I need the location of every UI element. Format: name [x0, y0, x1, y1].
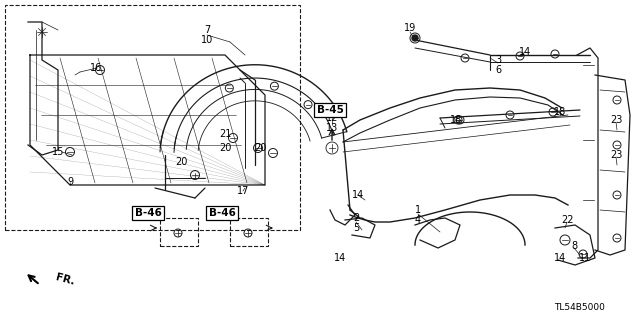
- Text: 2: 2: [353, 213, 359, 223]
- Text: B-45: B-45: [317, 105, 344, 115]
- Text: 16: 16: [90, 63, 102, 73]
- Text: B-46: B-46: [134, 208, 161, 218]
- Text: 12: 12: [326, 113, 338, 123]
- Text: 4: 4: [415, 215, 421, 225]
- Bar: [230, 218, 268, 246]
- Text: B-46: B-46: [209, 208, 236, 218]
- Text: 23: 23: [610, 115, 622, 125]
- Text: 23: 23: [610, 150, 622, 160]
- Text: 9: 9: [67, 177, 73, 187]
- Bar: [5, 5, 300, 230]
- Text: 14: 14: [519, 47, 531, 57]
- Text: 20: 20: [175, 157, 187, 167]
- Text: 14: 14: [352, 190, 364, 200]
- Text: 18: 18: [554, 107, 566, 117]
- Circle shape: [412, 35, 418, 41]
- Text: 6: 6: [495, 65, 501, 75]
- Bar: [160, 218, 198, 246]
- Text: 21: 21: [219, 129, 231, 139]
- Text: 10: 10: [201, 35, 213, 45]
- Text: 18: 18: [450, 115, 462, 125]
- Text: 13: 13: [326, 123, 338, 133]
- Text: 14: 14: [334, 253, 346, 263]
- Text: 20: 20: [254, 143, 266, 153]
- Text: 11: 11: [579, 253, 591, 263]
- Text: 14: 14: [554, 253, 566, 263]
- Text: 20: 20: [219, 143, 231, 153]
- Text: 17: 17: [237, 186, 249, 196]
- Text: 22: 22: [561, 215, 573, 225]
- Text: FR.: FR.: [54, 273, 76, 287]
- Text: 1: 1: [415, 205, 421, 215]
- Text: 15: 15: [52, 147, 64, 157]
- Text: 7: 7: [204, 25, 210, 35]
- Text: 3: 3: [495, 55, 501, 65]
- Text: 5: 5: [353, 223, 359, 233]
- Text: 8: 8: [571, 241, 577, 251]
- Text: TL54B5000: TL54B5000: [555, 303, 605, 313]
- Text: 19: 19: [404, 23, 416, 33]
